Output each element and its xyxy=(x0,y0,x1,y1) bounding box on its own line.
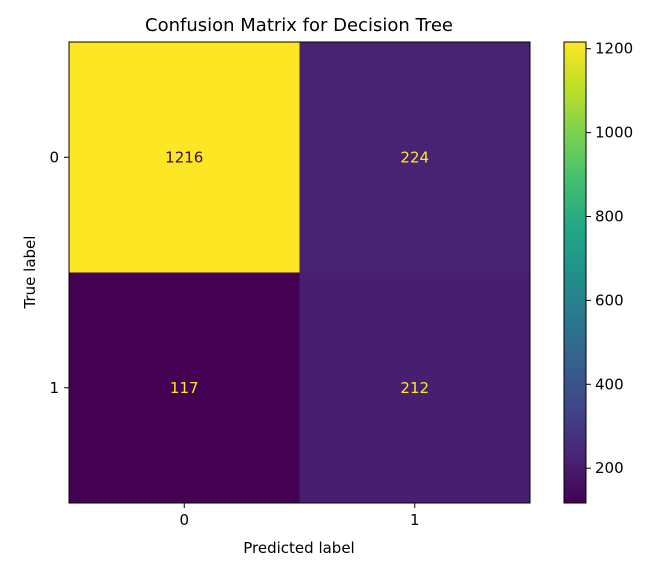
x-tick-label-1: 1 xyxy=(410,511,420,529)
plot-frame xyxy=(68,41,531,504)
y-tick-label-1: 1 xyxy=(49,379,59,397)
heatmap-cells xyxy=(69,42,530,503)
colorbar-tick-label-400: 400 xyxy=(595,375,624,393)
heatmap-cell-1-1 xyxy=(299,272,530,503)
colorbar-tick-label-800: 800 xyxy=(595,208,624,226)
heatmap-cell-0-1 xyxy=(299,42,530,273)
colorbar xyxy=(563,41,587,504)
y-axis: 01 xyxy=(49,148,69,397)
colorbar-tick-label-600: 600 xyxy=(595,291,624,309)
cell-value-0-1: 224 xyxy=(400,148,429,166)
cell-value-0-0: 1216 xyxy=(165,148,203,166)
colorbar-tick-label-1000: 1000 xyxy=(595,124,633,142)
colorbar-tick-label-200: 200 xyxy=(595,459,624,477)
heatmap-cell-labels: 1216 224 117 212 xyxy=(165,148,429,397)
colorbar-tick-label-1200: 1200 xyxy=(595,40,633,58)
y-axis-label: True label xyxy=(21,236,39,310)
y-tick-label-0: 0 xyxy=(49,148,59,166)
x-tick-label-0: 0 xyxy=(179,511,189,529)
x-axis-label: Predicted label xyxy=(243,539,354,557)
cell-value-1-0: 117 xyxy=(170,379,199,397)
colorbar-ticks: 200 400 600 800 1000 1200 xyxy=(586,40,633,477)
heatmap-cell-0-0 xyxy=(69,42,300,273)
heatmap-cell-1-0 xyxy=(69,272,300,503)
chart-title: Confusion Matrix for Decision Tree xyxy=(145,15,453,36)
cell-value-1-1: 212 xyxy=(400,379,429,397)
